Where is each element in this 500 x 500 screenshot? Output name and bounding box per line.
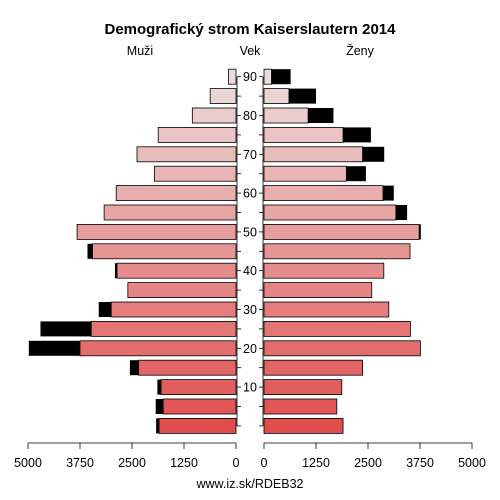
female-bar xyxy=(263,379,343,396)
female-bar xyxy=(263,243,411,260)
males-bars xyxy=(28,68,237,434)
age-tick-label: 40 xyxy=(243,264,257,278)
male-bar xyxy=(90,320,237,337)
age-tick-label: 60 xyxy=(243,187,257,201)
male-bar xyxy=(136,146,237,163)
female-bar xyxy=(263,204,397,221)
female-bar xyxy=(263,88,290,104)
male-bar xyxy=(160,379,237,396)
male-bar xyxy=(162,398,237,415)
female-bar xyxy=(263,398,338,415)
age-tick-label: 80 xyxy=(243,109,257,123)
female-bar xyxy=(263,417,344,434)
female-bar xyxy=(263,146,363,163)
male-bar xyxy=(110,301,237,318)
male-bar xyxy=(116,262,237,279)
female-bar xyxy=(263,165,347,182)
male-bar xyxy=(138,359,237,376)
males-x-tick-label: 3750 xyxy=(66,456,94,470)
male-bar xyxy=(115,185,237,202)
age-axis: 10 20 30 40 50 60 70 80 90 xyxy=(236,70,264,427)
male-bar xyxy=(154,165,237,182)
male-bar xyxy=(92,243,237,260)
male-bar xyxy=(157,127,237,143)
male-bar xyxy=(158,417,237,434)
age-tick-label: 50 xyxy=(243,225,257,239)
age-tick-label: 20 xyxy=(243,342,257,356)
females-x-tick-label: 1250 xyxy=(302,456,330,470)
males-x-tick-label: 5000 xyxy=(14,456,42,470)
source-footer: www.iz.sk/RDEB32 xyxy=(196,477,304,491)
male-bar xyxy=(76,223,237,240)
age-header: Vek xyxy=(240,44,262,58)
female-bar xyxy=(263,282,373,299)
female-bar xyxy=(263,262,385,279)
age-tick-label: 70 xyxy=(243,148,257,162)
females-x-axis: 0 1250 2500 3750 5000 xyxy=(261,442,486,470)
female-bar xyxy=(263,68,272,85)
male-bar xyxy=(79,340,237,357)
males-x-axis: 5000 3750 2500 1250 0 xyxy=(14,442,240,470)
male-bar xyxy=(127,282,237,299)
females-bars xyxy=(263,68,421,434)
males-header: Muži xyxy=(127,44,153,58)
female-bar xyxy=(263,185,384,202)
female-bar xyxy=(263,359,363,376)
females-x-tick-label: 2500 xyxy=(354,456,382,470)
females-x-tick-label: 0 xyxy=(261,456,268,470)
male-bar xyxy=(228,68,237,85)
age-tick-label: 30 xyxy=(243,303,257,317)
female-bar xyxy=(263,301,390,318)
females-x-tick-label: 5000 xyxy=(458,456,486,470)
female-bar xyxy=(263,107,309,124)
female-bar xyxy=(263,223,420,240)
males-x-tick-label: 1250 xyxy=(170,456,198,470)
female-bar xyxy=(263,340,421,357)
age-tick-label: 10 xyxy=(243,381,257,395)
females-header: Ženy xyxy=(346,43,375,58)
age-tick-label: 90 xyxy=(243,70,257,84)
male-bar xyxy=(103,204,237,221)
male-bar xyxy=(191,107,237,124)
male-bar xyxy=(209,88,237,104)
females-x-tick-label: 3750 xyxy=(406,456,434,470)
males-x-tick-label: 0 xyxy=(233,456,240,470)
female-bar xyxy=(263,320,411,337)
female-bar xyxy=(263,127,344,143)
chart-title: Demografický strom Kaiserslautern 2014 xyxy=(105,21,397,38)
males-x-tick-label: 2500 xyxy=(118,456,146,470)
